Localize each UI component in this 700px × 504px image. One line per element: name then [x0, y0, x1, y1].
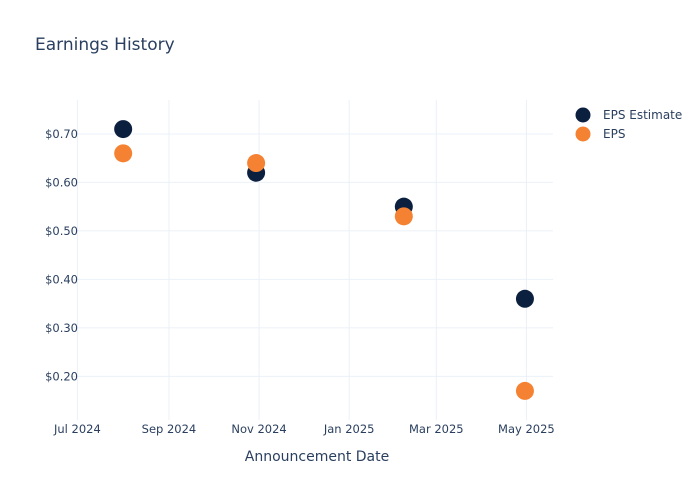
legend: EPS Estimate EPS: [575, 107, 682, 142]
y-tick-label: $0.30: [45, 321, 78, 335]
x-axis-title: Announcement Date: [245, 449, 389, 465]
x-tick-label: May 2025: [498, 422, 555, 436]
x-tick-label: Mar 2025: [409, 422, 464, 436]
legend-label[interactable]: EPS Estimate: [603, 108, 682, 122]
data-points: [114, 120, 534, 400]
eps-estimate-point[interactable]: [114, 120, 133, 139]
x-tick-label: Jul 2024: [53, 422, 101, 436]
x-tick-label: Nov 2024: [231, 422, 286, 436]
eps-point[interactable]: [247, 154, 266, 173]
y-tick-label: $0.20: [45, 369, 78, 383]
y-tick-label: $0.70: [45, 127, 78, 141]
eps-point[interactable]: [515, 381, 534, 400]
eps-estimate-point[interactable]: [515, 289, 534, 308]
x-tick-label: Sep 2024: [142, 422, 197, 436]
legend-label[interactable]: EPS: [603, 127, 625, 141]
legend-marker: [575, 107, 591, 123]
y-tick-label: $0.60: [45, 175, 78, 189]
chart-title: Earnings History: [35, 35, 175, 55]
x-axis-ticks: Jul 2024 Sep 2024 Nov 2024 Jan 2025 Mar 2025…: [53, 422, 555, 436]
legend-marker: [575, 126, 591, 142]
eps-point[interactable]: [114, 144, 133, 163]
x-tick-label: Jan 2025: [323, 422, 375, 436]
y-tick-label: $0.50: [45, 224, 78, 238]
grid: [70, 100, 553, 420]
y-axis-ticks: $0.20 $0.30 $0.40 $0.50 $0.60 $0.70: [45, 127, 78, 383]
eps-point[interactable]: [394, 207, 413, 226]
y-tick-label: $0.40: [45, 272, 78, 286]
